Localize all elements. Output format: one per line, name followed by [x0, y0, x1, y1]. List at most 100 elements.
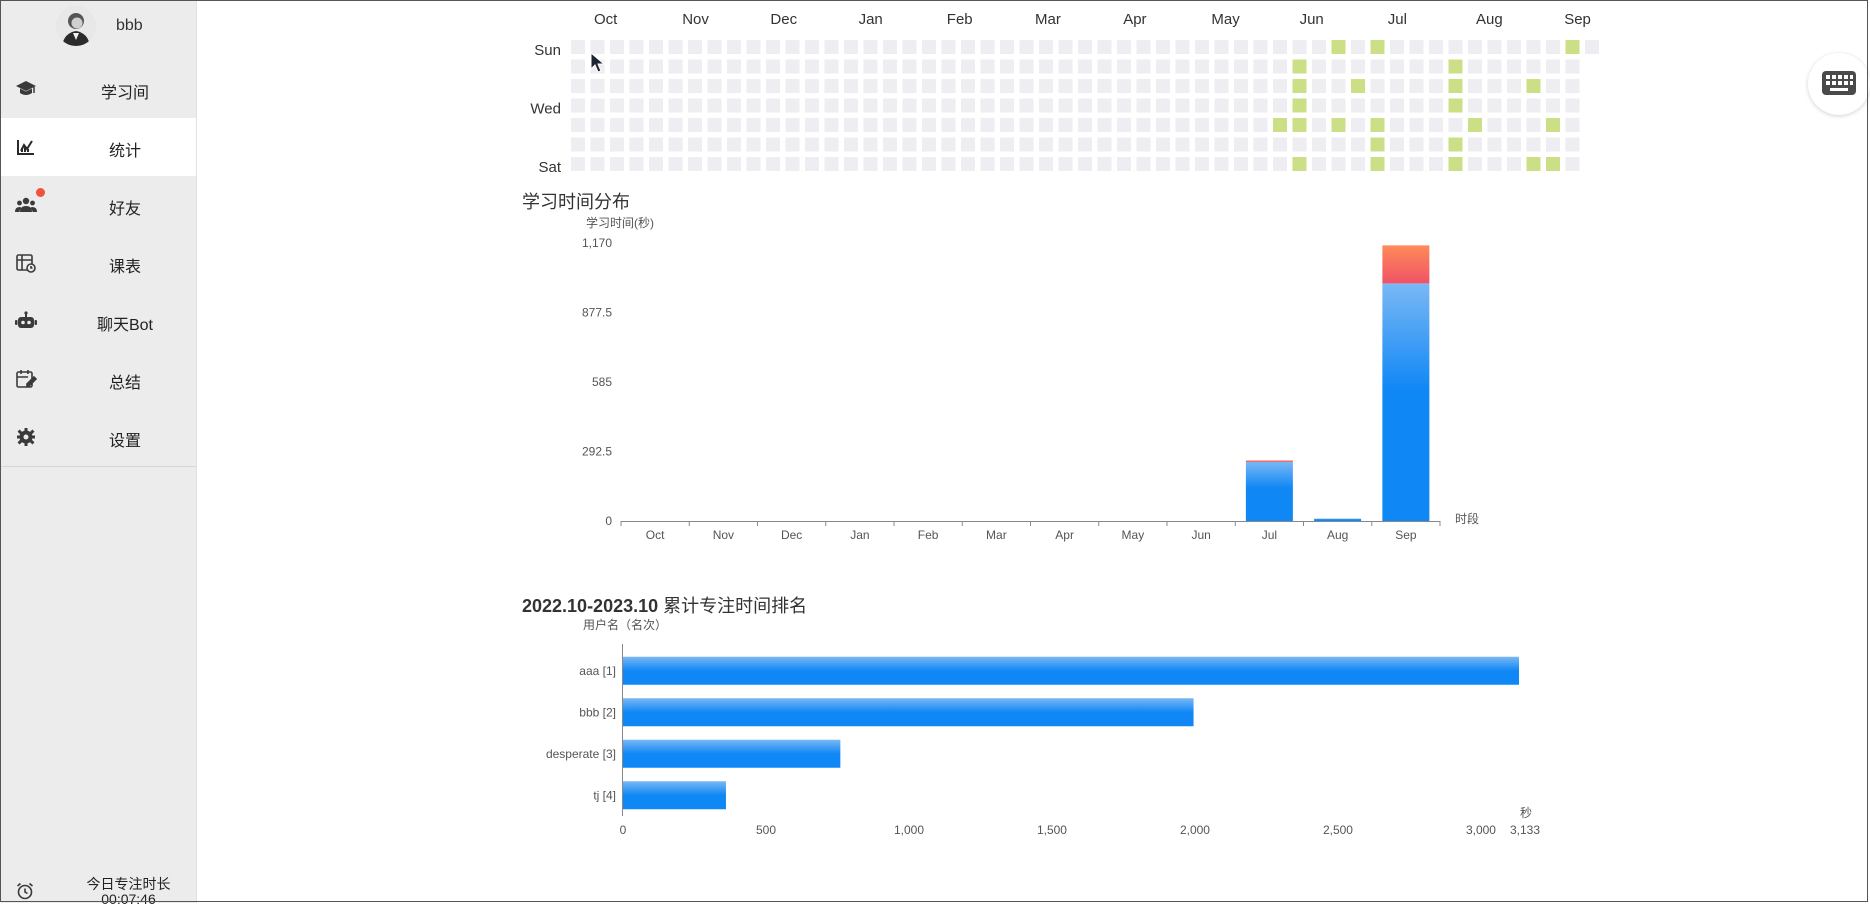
heatmap-cell[interactable] [1000, 118, 1014, 132]
heatmap-cell[interactable] [902, 157, 917, 171]
heatmap-cell[interactable] [1331, 98, 1346, 113]
heatmap-cell[interactable] [727, 40, 741, 54]
heatmap-cell[interactable] [863, 79, 878, 93]
heatmap-cell[interactable] [1058, 40, 1073, 54]
heatmap-cell[interactable] [1292, 157, 1307, 171]
avatar[interactable] [56, 6, 96, 46]
heatmap-cell[interactable] [1409, 137, 1424, 152]
heatmap-cell[interactable] [1175, 137, 1190, 152]
heatmap-cell[interactable] [1351, 118, 1365, 132]
sidebar-item-study-room[interactable]: 学习间 [1, 60, 196, 118]
heatmap-cell[interactable] [1331, 59, 1346, 74]
heatmap-cell[interactable] [1156, 157, 1170, 171]
heatmap-cell[interactable] [1292, 59, 1307, 74]
heatmap-cell[interactable] [610, 157, 624, 171]
heatmap-cell[interactable] [668, 118, 683, 132]
heatmap-cell[interactable] [1234, 157, 1248, 171]
heatmap-cell[interactable] [980, 59, 995, 74]
heatmap-cell[interactable] [629, 98, 644, 113]
heatmap-cell[interactable] [688, 98, 702, 113]
heatmap-cell[interactable] [785, 137, 800, 152]
heatmap-cell[interactable] [1487, 157, 1502, 171]
sidebar-item-chat-bot[interactable]: 聊天Bot [1, 292, 196, 350]
heatmap-cell[interactable] [668, 137, 683, 152]
heatmap-cell[interactable] [1448, 79, 1463, 93]
sidebar-item-statistics[interactable]: 统计 [1, 118, 196, 176]
heatmap-cell[interactable] [1487, 59, 1502, 74]
heatmap-cell[interactable] [863, 40, 878, 54]
heatmap-cell[interactable] [1097, 98, 1112, 113]
heatmap-cell[interactable] [922, 40, 936, 54]
heatmap-cell[interactable] [1565, 40, 1580, 54]
heatmap-cell[interactable] [1409, 40, 1424, 54]
heatmap-cell[interactable] [824, 40, 839, 54]
heatmap-cell[interactable] [1234, 118, 1248, 132]
heatmap-cell[interactable] [746, 79, 761, 93]
heatmap-cell[interactable] [1253, 157, 1268, 171]
study-time-bar[interactable] [1245, 461, 1293, 521]
heatmap-cell[interactable] [883, 137, 897, 152]
heatmap-cell[interactable] [1019, 98, 1034, 113]
heatmap-cell[interactable] [1487, 40, 1502, 54]
heatmap-cell[interactable] [1546, 40, 1560, 54]
heatmap-cell[interactable] [1175, 98, 1190, 113]
heatmap-cell[interactable] [1507, 79, 1521, 93]
heatmap-cell[interactable] [883, 59, 897, 74]
heatmap-cell[interactable] [1526, 137, 1541, 152]
heatmap-cell[interactable] [1058, 79, 1073, 93]
heatmap-cell[interactable] [649, 40, 663, 54]
sidebar-item-settings[interactable]: 设置 [1, 408, 196, 466]
study-time-bar[interactable] [1245, 460, 1293, 462]
heatmap-cell[interactable] [1312, 157, 1326, 171]
heatmap-cell[interactable] [1312, 59, 1326, 74]
heatmap-cell[interactable] [668, 59, 683, 74]
heatmap-cell[interactable] [766, 118, 780, 132]
heatmap-cell[interactable] [1019, 118, 1034, 132]
sidebar-item-timetable[interactable]: 课表 [1, 234, 196, 292]
heatmap-cell[interactable] [1019, 79, 1034, 93]
heatmap-cell[interactable] [766, 137, 780, 152]
heatmap-cell[interactable] [1565, 118, 1580, 132]
heatmap-cell[interactable] [1253, 118, 1268, 132]
heatmap-cell[interactable] [1253, 79, 1268, 93]
heatmap-cell[interactable] [1214, 40, 1229, 54]
heatmap-cell[interactable] [1468, 157, 1482, 171]
heatmap-cell[interactable] [1156, 98, 1170, 113]
heatmap-cell[interactable] [1448, 98, 1463, 113]
heatmap-cell[interactable] [688, 118, 702, 132]
heatmap-cell[interactable] [941, 40, 956, 54]
heatmap-cell[interactable] [1175, 79, 1190, 93]
heatmap-cell[interactable] [1468, 40, 1482, 54]
heatmap-cell[interactable] [1312, 118, 1326, 132]
heatmap-cell[interactable] [1429, 40, 1443, 54]
heatmap-cell[interactable] [1039, 157, 1053, 171]
heatmap-cell[interactable] [1390, 118, 1404, 132]
heatmap-cell[interactable] [727, 79, 741, 93]
heatmap-cell[interactable] [1370, 79, 1385, 93]
heatmap-cell[interactable] [649, 137, 663, 152]
heatmap-cell[interactable] [805, 157, 819, 171]
heatmap-cell[interactable] [883, 118, 897, 132]
heatmap-cell[interactable] [941, 137, 956, 152]
heatmap-cell[interactable] [980, 157, 995, 171]
heatmap-cell[interactable] [1312, 137, 1326, 152]
heatmap-cell[interactable] [1078, 59, 1092, 74]
heatmap-cell[interactable] [1195, 118, 1209, 132]
heatmap-cell[interactable] [1175, 59, 1190, 74]
heatmap-cell[interactable] [883, 40, 897, 54]
heatmap-cell[interactable] [707, 79, 722, 93]
sidebar-item-summary[interactable]: 总结 [1, 350, 196, 408]
heatmap-cell[interactable] [1409, 59, 1424, 74]
heatmap-cell[interactable] [1253, 137, 1268, 152]
heatmap-cell[interactable] [727, 59, 741, 74]
heatmap-cell[interactable] [844, 59, 858, 74]
heatmap-cell[interactable] [1390, 137, 1404, 152]
heatmap-cell[interactable] [1487, 137, 1502, 152]
heatmap-cell[interactable] [961, 59, 975, 74]
heatmap-cell[interactable] [1000, 59, 1014, 74]
heatmap-cell[interactable] [1078, 137, 1092, 152]
heatmap-cell[interactable] [1526, 118, 1541, 132]
heatmap-cell[interactable] [1019, 40, 1034, 54]
heatmap-cell[interactable] [1565, 157, 1580, 171]
heatmap-cell[interactable] [1136, 157, 1151, 171]
